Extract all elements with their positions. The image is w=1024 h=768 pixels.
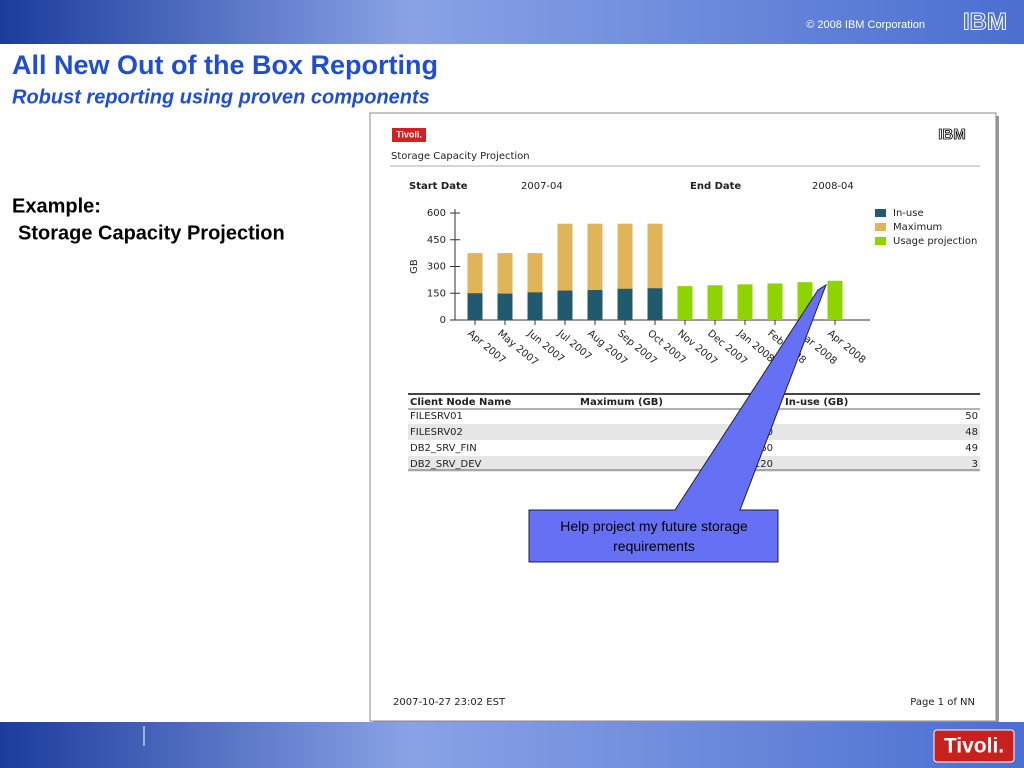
row-bg	[408, 424, 980, 440]
report-badge: Tivoli.	[396, 129, 422, 139]
bar	[827, 280, 843, 320]
bar	[557, 290, 573, 320]
bar	[767, 283, 783, 320]
cell: 120	[754, 459, 773, 470]
y-tick-label: 600	[427, 208, 446, 219]
slide-subtitle: Robust reporting using proven components	[12, 86, 430, 108]
column-header: In-use (GB)	[785, 397, 848, 408]
table: Client Node Name Maximum (GB) In-use (GB) F…	[408, 397, 980, 472]
bar	[497, 293, 513, 320]
bar	[647, 288, 663, 320]
cell: DB2_SRV_FIN	[410, 443, 477, 454]
end-label: End Date	[690, 181, 741, 192]
cell: 50	[965, 411, 978, 422]
cell: DB2_SRV_DEV	[410, 459, 482, 470]
y-tick-label: 150	[427, 288, 446, 299]
badge-bg	[392, 128, 426, 142]
legend-label: Usage projection	[893, 236, 977, 247]
bar	[527, 292, 543, 320]
bar	[617, 288, 633, 320]
legend-label: In-use	[893, 208, 924, 219]
callout	[528, 283, 827, 563]
column-header: Client Node Name	[410, 397, 512, 408]
page-number: Page 1 of NN	[910, 697, 975, 708]
report-frame	[369, 112, 997, 722]
bar	[737, 284, 753, 320]
bar	[467, 293, 483, 320]
y-tick-label: 0	[440, 315, 446, 326]
legend-swatch	[875, 223, 886, 231]
slide-title: All New Out of the Box Reporting	[12, 50, 438, 80]
tivoli-bg	[933, 729, 1015, 763]
legend-label: Maximum	[893, 222, 942, 233]
cell: 48	[965, 427, 978, 438]
report-logo: IBM	[938, 126, 966, 143]
row-bg	[408, 456, 980, 472]
ibm-logo: IBM	[963, 8, 1007, 35]
copyright: © 2008 IBM Corporation	[806, 19, 925, 31]
cell: FILESRV02	[410, 427, 463, 438]
bar	[677, 286, 693, 320]
callout-text: Help project my future storage requireme…	[560, 518, 748, 554]
bar	[707, 285, 723, 320]
cell: FILESRV01	[410, 411, 463, 422]
start-label: Start Date	[409, 181, 468, 192]
tivoli-logo: Tivoli.	[944, 735, 1004, 758]
legend-swatch	[875, 209, 886, 217]
bar	[587, 290, 603, 320]
top-bar	[0, 0, 1024, 44]
timestamp: 2007-10-27 23:02 EST	[393, 697, 506, 708]
y-tick-label: 450	[427, 235, 446, 246]
example-text: Storage Capacity Projection	[18, 222, 285, 244]
column-header: Maximum (GB)	[580, 397, 663, 408]
report-title: Storage Capacity Projection	[391, 151, 530, 162]
cell: 49	[965, 443, 978, 454]
cell: 3	[972, 459, 978, 470]
example-label: Example:	[12, 195, 101, 217]
start-value: 2007-04	[521, 181, 563, 192]
y-axis-label: GB	[409, 259, 420, 274]
bottom-bar	[0, 722, 1024, 768]
y-tick-label: 300	[427, 262, 446, 273]
legend-swatch	[875, 237, 886, 245]
end-value: 2008-04	[812, 181, 854, 192]
